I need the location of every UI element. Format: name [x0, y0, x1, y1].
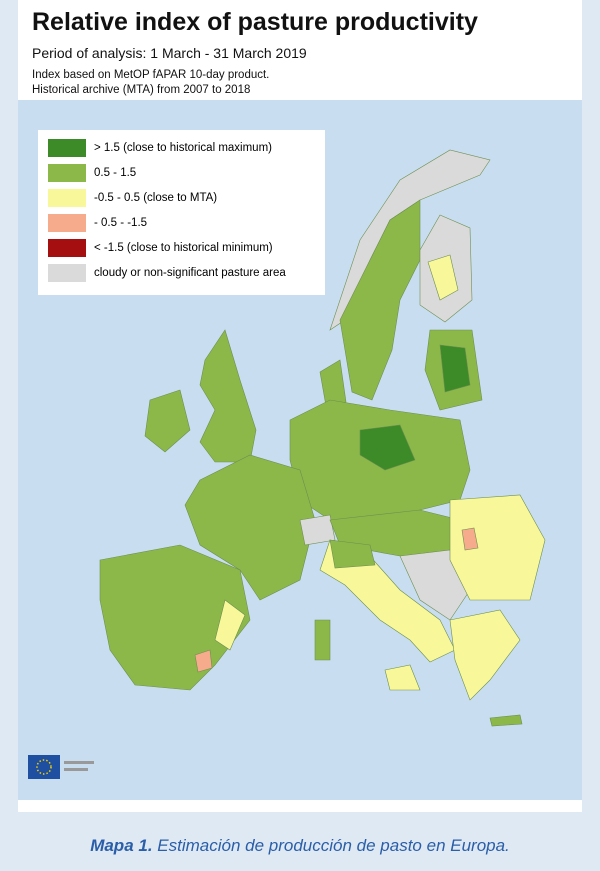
denmark — [319, 359, 347, 407]
legend-swatch — [48, 213, 86, 232]
caption-text: Estimación de producción de pasto en Eur… — [157, 836, 510, 855]
iberia-spot — [194, 649, 213, 673]
subtitle: Period of analysis: 1 March - 31 March 2… — [32, 45, 307, 61]
note: Index based on MetOP fAPAR 10-day produc… — [32, 69, 270, 81]
italy-north — [329, 539, 376, 569]
caption-label: Mapa 1. — [90, 836, 153, 855]
uk — [199, 329, 257, 463]
legend-item: > 1.5 (close to historical maximum) — [48, 138, 272, 158]
iberia-east — [214, 599, 246, 651]
sicily — [384, 664, 421, 691]
legend: > 1.5 (close to historical maximum) 0.5 -… — [38, 130, 325, 295]
legend-label: < -1.5 (close to historical minimum) — [94, 242, 273, 254]
romania-bulgaria — [449, 494, 546, 601]
legend-swatch — [48, 138, 86, 157]
legend-label: -0.5 - 0.5 (close to MTA) — [94, 192, 218, 204]
legend-swatch — [48, 238, 86, 257]
switzerland — [299, 514, 336, 546]
legend-label: > 1.5 (close to historical maximum) — [94, 142, 272, 154]
legend-item: - 0.5 - -1.5 — [48, 213, 147, 233]
legend-item: cloudy or non-significant pasture area — [48, 263, 286, 283]
sardinia — [314, 619, 331, 661]
finland-south — [427, 254, 459, 301]
legend-label: cloudy or non-significant pasture area — [94, 267, 286, 279]
legend-label: - 0.5 - -1.5 — [94, 217, 148, 229]
legend-item: 0.5 - 1.5 — [48, 163, 136, 183]
crete — [489, 714, 523, 727]
balkans — [399, 549, 471, 621]
iberia — [99, 544, 251, 691]
map — [18, 100, 582, 800]
legend-swatch — [48, 163, 86, 182]
eu-logo — [28, 755, 94, 779]
baltics-core — [439, 344, 471, 393]
legend-item: < -1.5 (close to historical minimum) — [48, 238, 273, 258]
title: Relative index of pasture productivity — [32, 8, 478, 36]
legend-swatch — [48, 188, 86, 207]
note: Historical archive (MTA) from 2007 to 20… — [32, 84, 251, 96]
italy — [319, 539, 456, 663]
legend-label: 0.5 - 1.5 — [94, 167, 137, 179]
legend-item: -0.5 - 0.5 (close to MTA) — [48, 188, 217, 208]
sweden — [339, 199, 421, 401]
greece — [449, 609, 521, 701]
france — [184, 454, 316, 601]
map-frame: Relative index of pasture productivity P… — [18, 0, 582, 812]
central-dark — [359, 424, 416, 471]
caption: Mapa 1. Estimación de producción de past… — [0, 836, 600, 856]
romania-spot — [461, 527, 479, 551]
legend-swatch — [48, 263, 86, 282]
ireland — [144, 389, 191, 453]
